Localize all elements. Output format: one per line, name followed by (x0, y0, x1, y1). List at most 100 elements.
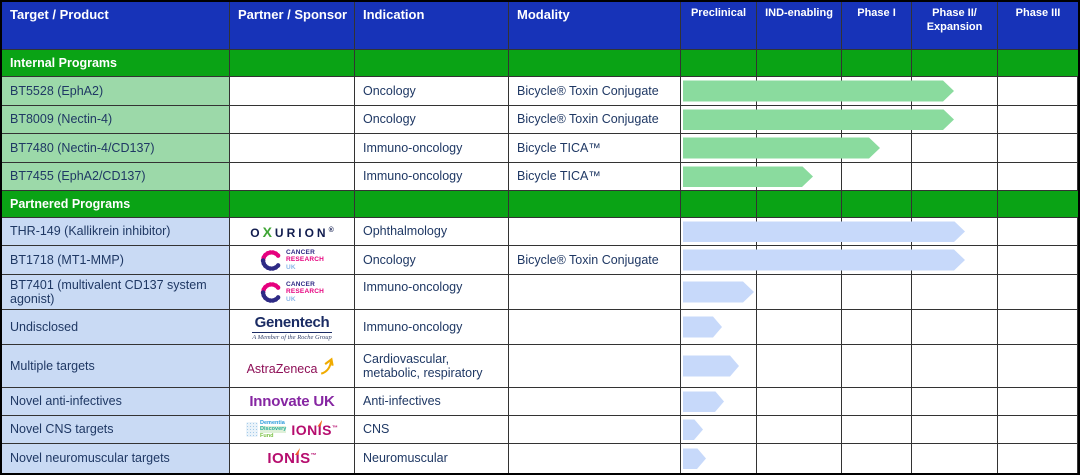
indication-cell: Ophthalmology (355, 218, 509, 245)
indication-cell: CNS (355, 416, 509, 443)
phase-progress-arrow (683, 317, 722, 338)
table-row-bt7455: BT7455 (EphA2/CD137) Immuno-oncology Bic… (2, 163, 1078, 191)
table-row-thr149: THR-149 (Kallikrein inhibitor) OXURION® … (2, 218, 1078, 246)
target-cell: BT7480 (Nectin-4/CD137) (2, 134, 230, 162)
partner-cell: CANCER RESEARCH UK (230, 246, 355, 274)
modality-cell (509, 444, 681, 473)
partner-cell (230, 77, 355, 105)
indication-cell: Cardiovascular, metabolic, respiratory (355, 345, 509, 387)
table-row-bt8009: BT8009 (Nectin-4) Oncology Bicycle® Toxi… (2, 106, 1078, 134)
phase-progress-arrow (683, 448, 706, 469)
modality-cell (509, 218, 681, 245)
modality-cell: Bicycle TICA™ (509, 134, 681, 162)
partner-cell (230, 163, 355, 190)
col-header-target-product: Target / Product (2, 2, 230, 49)
partner-cell: CANCER RESEARCH UK (230, 275, 355, 309)
modality-cell: Bicycle® Toxin Conjugate (509, 77, 681, 105)
target-cell: BT7455 (EphA2/CD137) (2, 163, 230, 190)
target-cell: BT5528 (EphA2) (2, 77, 230, 105)
ddf-dotted-icon (246, 422, 259, 437)
ionis-logo: IONIS ™ (267, 448, 317, 467)
genentech-logo: Genentech A Member of the Roche Group (252, 313, 332, 341)
partner-cell: IONIS ™ (230, 444, 355, 473)
target-cell: THR-149 (Kallikrein inhibitor) (2, 218, 230, 245)
indication-cell: Oncology (355, 106, 509, 133)
target-cell: Undisclosed (2, 310, 230, 344)
col-header-partner-sponsor: Partner / Sponsor (230, 2, 355, 49)
modality-cell (509, 310, 681, 344)
ionis-logo: IONIS ™ (291, 419, 338, 438)
target-cell: BT8009 (Nectin-4) (2, 106, 230, 133)
col-header-preclinical: Preclinical (681, 2, 757, 49)
target-cell: Novel anti-infectives (2, 388, 230, 415)
table-row-bt5528: BT5528 (EphA2) Oncology Bicycle® Toxin C… (2, 77, 1078, 106)
indication-cell: Immuno-oncology (355, 134, 509, 162)
col-header-ind-enabling: IND-enabling (757, 2, 842, 49)
col-header-phase3: Phase III (998, 2, 1078, 49)
partner-cell (230, 134, 355, 162)
modality-cell (509, 416, 681, 443)
indication-cell: Oncology (355, 77, 509, 105)
target-cell: Novel neuromuscular targets (2, 444, 230, 473)
col-header-phase2-expansion: Phase II/ Expansion (912, 2, 998, 49)
cancer-research-uk-logo: CANCER RESEARCH UK (260, 281, 324, 304)
ionis-flame-icon (317, 419, 323, 427)
ionis-flame-icon (294, 448, 300, 455)
partner-cell: Innovate UK (230, 388, 355, 415)
astrazeneca-logo: AstraZeneca (247, 357, 338, 376)
cruk-dotted-c-icon (260, 249, 281, 271)
partner-cell: Dementia Discovery Fund IONIS ™ (230, 416, 355, 443)
phase-progress-arrow (683, 356, 739, 377)
col-header-phase1: Phase I (842, 2, 912, 49)
indication-cell: Immuno-oncology (355, 163, 509, 190)
astrazeneca-mark-icon (321, 357, 335, 375)
header-row: Target / Product Partner / Sponsor Indic… (2, 2, 1078, 50)
indication-cell: Anti-infectives (355, 388, 509, 415)
col-header-indication: Indication (355, 2, 509, 49)
table-row-novel-cns-targets: Novel CNS targets Dementia Discovery Fun… (2, 416, 1078, 444)
section-row-internal-programs: Internal Programs (2, 50, 1078, 77)
table-row-novel-neuromuscular-targets: Novel neuromuscular targets IONIS ™ Neuro… (2, 444, 1078, 473)
target-cell: Multiple targets (2, 345, 230, 387)
table-row-multiple-targets: Multiple targets AstraZeneca Cardiovascu… (2, 345, 1078, 388)
phase-progress-arrow (683, 391, 724, 412)
partner-cell: AstraZeneca (230, 345, 355, 387)
modality-cell (509, 275, 681, 309)
partner-cell: Genentech A Member of the Roche Group (230, 310, 355, 344)
phase-progress-arrow (683, 166, 813, 187)
modality-cell: Bicycle® Toxin Conjugate (509, 246, 681, 274)
target-cell: BT7401 (multivalent CD137 system agonist… (2, 275, 230, 309)
indication-cell: Immuno-oncology (355, 310, 509, 344)
table-row-novel-anti-infectives: Novel anti-infectives Innovate UK Anti-i… (2, 388, 1078, 416)
table-row-undisclosed: Undisclosed Genentech A Member of the Ro… (2, 310, 1078, 345)
phase-progress-arrow (683, 250, 965, 271)
cruk-dotted-c-icon (260, 281, 281, 303)
col-header-modality: Modality (509, 2, 681, 49)
modality-cell (509, 345, 681, 387)
modality-cell (509, 388, 681, 415)
oxurion-logo: OXURION® (250, 223, 334, 240)
target-cell: BT1718 (MT1-MMP) (2, 246, 230, 274)
indication-cell: Oncology (355, 246, 509, 274)
phase-progress-arrow (683, 109, 954, 130)
table-row-bt1718: BT1718 (MT1-MMP) CANCER RESEARCH UK Onco… (2, 246, 1078, 275)
modality-cell: Bicycle® Toxin Conjugate (509, 106, 681, 133)
section-row-partnered-programs: Partnered Programs (2, 191, 1078, 218)
phase-progress-arrow (683, 282, 754, 303)
table-row-bt7480: BT7480 (Nectin-4/CD137) Immuno-oncology … (2, 134, 1078, 163)
innovate-uk-logo: Innovate UK (249, 393, 335, 410)
partner-cell: OXURION® (230, 218, 355, 245)
target-cell: Novel CNS targets (2, 416, 230, 443)
phase-progress-arrow (683, 138, 880, 159)
table-row-bt7401: BT7401 (multivalent CD137 system agonist… (2, 275, 1078, 310)
section-label: Partnered Programs (2, 191, 230, 217)
section-label: Internal Programs (2, 50, 230, 76)
partner-cell (230, 106, 355, 133)
cancer-research-uk-logo: CANCER RESEARCH UK (260, 249, 324, 272)
phase-progress-arrow (683, 221, 965, 242)
dementia-discovery-fund-logo: Dementia Discovery Fund (246, 420, 287, 439)
phase-progress-arrow (683, 419, 703, 440)
indication-cell: Immuno-oncology (355, 275, 509, 309)
modality-cell: Bicycle TICA™ (509, 163, 681, 190)
